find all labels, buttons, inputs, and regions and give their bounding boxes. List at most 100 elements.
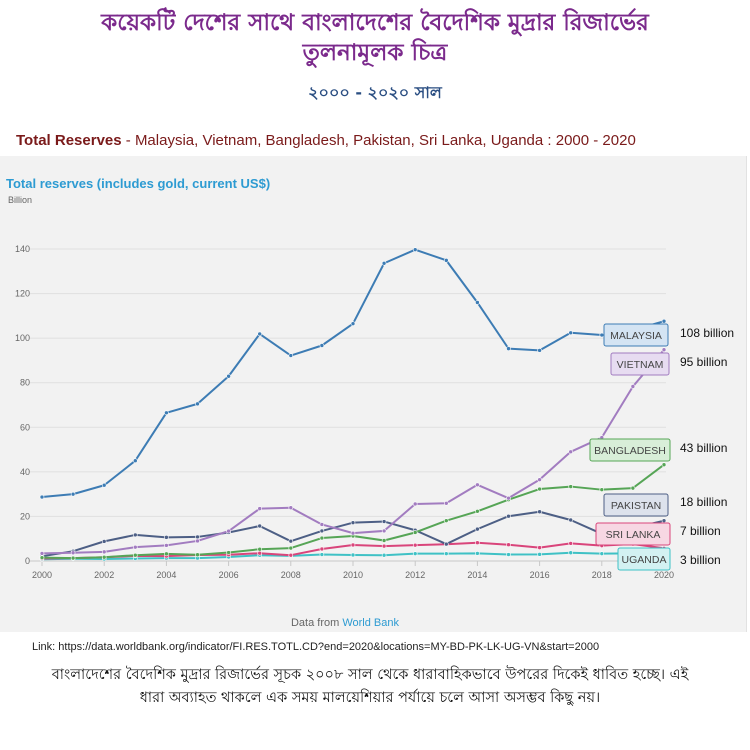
y-tick-label: 80: [20, 378, 30, 388]
y-tick-label: 40: [20, 467, 30, 477]
data-point: [164, 543, 169, 548]
data-point: [599, 551, 605, 556]
data-point: [70, 555, 76, 561]
y-tick-label: 140: [15, 244, 30, 254]
data-point: [443, 500, 449, 506]
legend-box-uganda: [617, 547, 671, 571]
y-tick-label: 0: [25, 556, 30, 566]
x-tick-label: 2012: [405, 570, 425, 580]
legend-box-bangladesh: [589, 438, 671, 462]
data-point: [506, 542, 511, 548]
data-point: [133, 544, 138, 550]
data-point: [661, 318, 667, 324]
end-value-label-sri-lanka: 7 billion: [680, 524, 721, 538]
data-point: [568, 330, 574, 336]
data-point: [568, 541, 574, 546]
data-point: [537, 348, 542, 353]
data-point: [537, 477, 542, 482]
data-point: [630, 384, 636, 389]
data-point: [195, 538, 200, 544]
data-point: [39, 551, 45, 556]
data-point: [599, 332, 605, 338]
x-tick-label: 2000: [32, 570, 52, 580]
data-point: [412, 501, 418, 507]
data-point: [195, 401, 200, 407]
data-point: [226, 373, 231, 379]
data-point: [133, 552, 138, 558]
title-line-2: তুলনামূলক চিত্র: [302, 40, 448, 66]
data-point: [381, 552, 387, 558]
data-point: [475, 509, 480, 514]
data-point: [537, 486, 542, 492]
data-point: [164, 535, 169, 540]
source-prefix: Data from: [290, 617, 340, 629]
x-tick-label: 2002: [94, 570, 114, 580]
data-point: [350, 530, 356, 536]
y-tick-label: 120: [15, 289, 30, 299]
end-value-label-bangladesh: 43 billion: [680, 441, 727, 455]
data-point: [257, 550, 263, 556]
legend-label-uganda: UGANDA: [622, 554, 667, 566]
y-tick-label: 20: [20, 511, 30, 521]
data-point: [164, 551, 169, 557]
world-bank-link[interactable]: World Bank: [342, 617, 399, 629]
data-point: [475, 482, 480, 488]
data-point: [381, 260, 387, 266]
data-point: [475, 526, 480, 532]
data-point: [506, 495, 511, 501]
data-point: [350, 542, 356, 548]
data-point: [319, 552, 325, 557]
reserves-heading-label: Total Reserves: [16, 132, 122, 149]
data-point: [475, 551, 480, 556]
data-point: [350, 520, 356, 525]
data-point: [101, 482, 107, 488]
data-point: [506, 552, 511, 557]
data-point: [39, 555, 45, 560]
data-point: [288, 552, 294, 558]
legend-label-vietnam: VIETNAM: [617, 359, 664, 371]
data-point: [195, 552, 200, 558]
data-point: [350, 552, 356, 558]
data-point: [412, 530, 418, 535]
data-point: [412, 551, 418, 556]
x-tick-label: 2006: [219, 570, 239, 580]
data-point: [443, 541, 449, 547]
data-point: [537, 552, 542, 557]
data-point: [661, 518, 667, 523]
chart-title: Total reserves (includes gold, current U…: [6, 176, 271, 191]
source-url: Link: https://data.worldbank.org/indicat…: [32, 641, 600, 653]
legend-label-bangladesh: BANGLADESH: [594, 445, 666, 457]
data-point: [226, 550, 231, 555]
data-point: [288, 505, 294, 511]
data-point: [381, 528, 387, 534]
data-point: [257, 546, 263, 552]
end-value-label-pakistan: 18 billion: [680, 495, 727, 509]
data-point: [568, 449, 574, 455]
year-range-subtitle: ২০০০ - ২০২০ সাল: [308, 83, 442, 102]
data-point: [506, 346, 511, 351]
y-tick-label: 60: [20, 422, 30, 432]
data-point: [661, 462, 667, 468]
data-point: [288, 545, 294, 551]
legend-label-malaysia: MALAYSIA: [610, 330, 662, 342]
data-point: [661, 347, 667, 353]
data-point: [381, 538, 387, 543]
legend-label-sri-lanka: SRI LANKA: [606, 529, 661, 541]
data-point: [70, 491, 76, 497]
y-tick-label: 100: [15, 333, 30, 343]
data-point: [412, 542, 418, 548]
x-tick-label: 2016: [530, 570, 550, 580]
data-point: [412, 247, 418, 252]
x-tick-label: 2014: [467, 570, 487, 580]
data-point: [475, 540, 480, 546]
x-tick-label: 2004: [156, 570, 176, 580]
data-point: [506, 513, 511, 519]
data-source: Data from World Bank: [0, 617, 690, 629]
legend-label-pakistan: PAKISTAN: [611, 500, 661, 512]
data-point: [568, 550, 574, 556]
data-point: [537, 545, 542, 550]
end-value-label-uganda: 3 billion: [680, 553, 721, 567]
data-point: [443, 518, 449, 523]
data-point: [133, 458, 138, 464]
legend-box-sri-lanka: [595, 522, 671, 546]
